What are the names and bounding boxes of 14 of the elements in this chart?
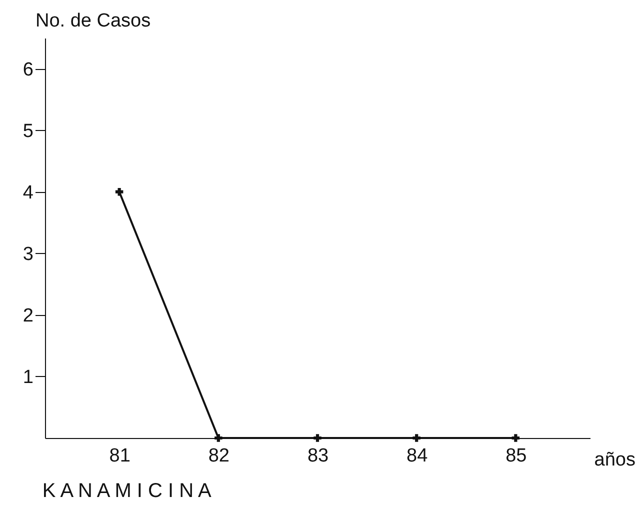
y-tick-label: 2 bbox=[22, 305, 34, 326]
text: K A N A M I C I N A bbox=[42, 480, 212, 502]
y-axis-title: No. de Casos bbox=[36, 10, 151, 32]
y-tick-label: 1 bbox=[22, 366, 34, 388]
x-tick-label: 81 bbox=[109, 446, 130, 466]
y-tick-label: 6 bbox=[22, 59, 34, 80]
y-tick-label: 4 bbox=[22, 182, 34, 204]
x-tick-label: 85 bbox=[506, 446, 527, 466]
y-tick-label: 3 bbox=[22, 244, 34, 265]
x-axis-title: años bbox=[594, 450, 636, 470]
y-tick-label: 5 bbox=[22, 120, 34, 142]
x-tick-label: 82 bbox=[208, 446, 230, 466]
x-tick-label: 83 bbox=[307, 446, 329, 466]
x-tick-label: 84 bbox=[406, 446, 428, 466]
